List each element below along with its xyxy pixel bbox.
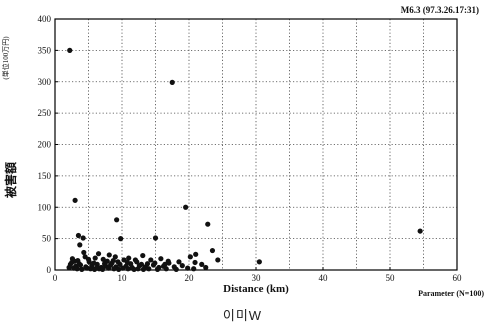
- data-point: [115, 259, 121, 265]
- data-point: [67, 47, 73, 53]
- x-tick-label: 60: [453, 273, 463, 283]
- data-point: [205, 221, 211, 227]
- y-tick-label: 200: [38, 140, 52, 150]
- data-point: [148, 257, 154, 263]
- data-point: [135, 266, 141, 272]
- x-axis-label: Distance (km): [223, 283, 289, 295]
- data-point: [192, 259, 198, 266]
- data-point: [99, 266, 106, 272]
- data-point: [165, 258, 171, 264]
- data-point: [193, 251, 199, 257]
- data-point: [116, 266, 122, 272]
- parameter-note: Parameter (N=100): [418, 289, 484, 298]
- data-point: [183, 204, 189, 210]
- data-point: [199, 261, 205, 267]
- data-point: [118, 236, 124, 242]
- data-point: [79, 266, 85, 272]
- data-point: [93, 265, 100, 271]
- data-point: [91, 260, 97, 266]
- x-tick-label: 40: [319, 273, 329, 283]
- data-point: [76, 261, 82, 267]
- x-tick-label: 10: [118, 273, 128, 283]
- y-tick-label: 250: [38, 108, 52, 118]
- data-point: [74, 266, 80, 272]
- data-point: [169, 79, 175, 85]
- data-point: [114, 217, 120, 223]
- data-point: [173, 266, 179, 272]
- y-tick-label: 150: [38, 171, 52, 181]
- data-point: [146, 266, 152, 272]
- data-point: [124, 259, 130, 266]
- data-point: [138, 261, 145, 267]
- data-point: [125, 266, 131, 272]
- data-point: [72, 197, 78, 203]
- data-point: [162, 261, 168, 267]
- data-point: [185, 265, 191, 271]
- data-point: [209, 247, 216, 254]
- data-point: [126, 255, 132, 261]
- data-point: [156, 264, 162, 271]
- data-point: [152, 260, 158, 266]
- data-points: [66, 47, 423, 272]
- data-point: [81, 249, 87, 256]
- data-point: [132, 257, 138, 263]
- data-point: [140, 266, 147, 272]
- data-point: [87, 266, 94, 272]
- data-point: [176, 259, 182, 265]
- data-point: [77, 242, 83, 248]
- data-point: [140, 252, 146, 259]
- data-point: [100, 256, 106, 262]
- data-point: [158, 256, 164, 262]
- y-tick-label: 100: [38, 202, 52, 212]
- y-axis-label: 被害額: [3, 162, 18, 198]
- x-tick-label: 20: [185, 273, 195, 283]
- data-point: [95, 251, 102, 257]
- chart-title: M6.3 (97.3.26.17:31): [401, 5, 479, 15]
- data-point: [106, 265, 112, 271]
- data-point: [92, 255, 98, 261]
- data-point: [187, 254, 193, 260]
- x-tick-label: 30: [252, 273, 262, 283]
- data-point: [191, 266, 197, 272]
- data-point: [85, 256, 92, 262]
- y-tick-label: 400: [38, 14, 52, 24]
- x-tick-label: 50: [386, 273, 396, 283]
- caption: 이미W: [222, 308, 263, 323]
- data-point: [71, 258, 78, 264]
- y-axis: 0 50 100 150 200 250 300 350 400: [38, 14, 58, 275]
- y-tick-label: 50: [42, 234, 52, 244]
- data-point: [144, 261, 151, 267]
- data-point: [203, 264, 209, 271]
- data-point: [110, 257, 116, 264]
- data-point: [256, 259, 262, 265]
- y-tick-label: 300: [38, 77, 52, 87]
- data-point: [75, 232, 82, 239]
- x-tick-label: 0: [53, 273, 58, 283]
- y-axis-unit: (単位100万円): [1, 36, 10, 80]
- y-tick-label: 350: [38, 45, 52, 55]
- data-point: [66, 264, 72, 271]
- data-point: [215, 257, 221, 263]
- grid: [55, 19, 457, 270]
- data-point: [106, 252, 112, 258]
- y-tick-label: 0: [47, 265, 52, 275]
- data-point: [131, 266, 137, 272]
- data-point: [417, 228, 423, 234]
- data-point: [120, 265, 126, 271]
- data-point: [111, 266, 117, 272]
- data-point: [101, 261, 108, 267]
- data-point: [163, 266, 169, 272]
- data-point: [152, 235, 159, 241]
- data-point: [179, 263, 185, 269]
- data-point: [80, 235, 86, 241]
